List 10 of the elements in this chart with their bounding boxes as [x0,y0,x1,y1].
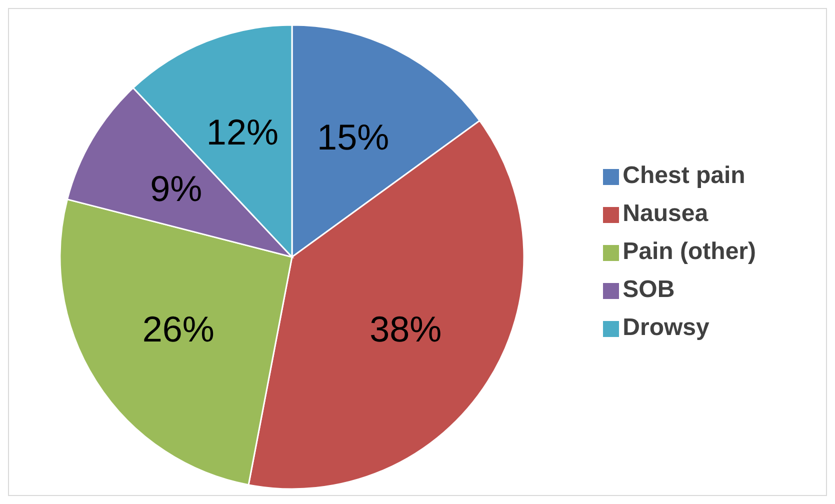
data-label: 9% [150,168,202,210]
legend-label: Nausea [622,200,708,227]
legend-label: Drowsy [622,314,710,341]
legend-label: SOB [622,276,675,303]
data-label: 12% [206,111,278,152]
legend-label: Chest pain [622,162,746,189]
data-label: 38% [370,308,442,350]
legend-label: Pain (other) [622,238,756,265]
data-label: 26% [142,308,214,350]
data-label: 15% [317,116,390,158]
